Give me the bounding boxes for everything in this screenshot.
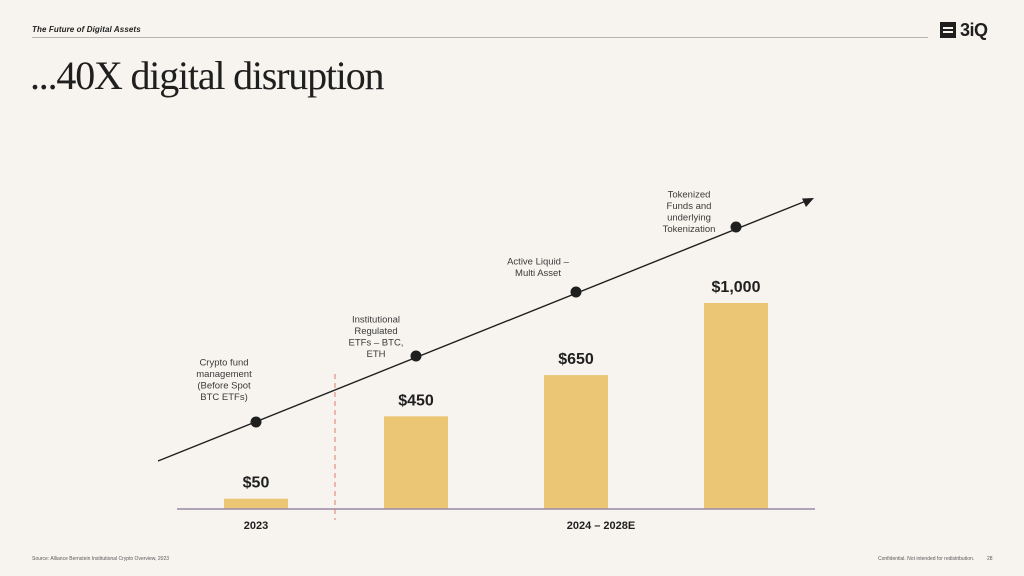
bar-3 — [544, 375, 608, 509]
bar-value-label-1: $50 — [243, 475, 270, 492]
milestone-label-4-line-1: Tokenized — [668, 190, 711, 201]
x-axis-label-2: 2024 – 2028E — [567, 520, 636, 532]
milestone-label-2-line-1: Institutional — [352, 315, 400, 326]
brand-logo: 3iQ — [940, 20, 988, 40]
page-title: ...40X digital disruption — [30, 53, 385, 98]
milestone-label-2-line-4: ETH — [367, 349, 386, 360]
milestone-dot-3 — [570, 286, 582, 298]
bar-2 — [384, 416, 448, 509]
trend-arrow-head — [802, 198, 814, 207]
header-divider — [32, 37, 928, 38]
milestone-dot-2 — [410, 350, 422, 362]
milestone-label-3-line-1: Active Liquid – — [507, 257, 570, 268]
logo-text: 3iQ — [960, 19, 988, 40]
milestone-label-4-line-4: Tokenization — [663, 224, 716, 235]
growth-trend-line — [157, 200, 807, 462]
milestone-label-4-line-3: underlying — [667, 213, 711, 224]
bar-value-label-2: $450 — [398, 392, 434, 409]
milestone-label-1-line-1: Crypto fund — [199, 358, 248, 369]
milestone-label-2-line-3: ETFs – BTC, — [349, 338, 404, 349]
bar-4 — [704, 303, 768, 509]
bar-value-label-4: $1,000 — [712, 279, 761, 296]
milestone-label-1-line-3: (Before Spot — [197, 381, 251, 392]
x-axis-label-1: 2023 — [244, 520, 268, 532]
section-label: The Future of Digital Assets — [32, 25, 141, 34]
bar-1 — [224, 498, 288, 509]
milestone-label-1-line-2: management — [196, 369, 252, 380]
milestone-label-1-line-4: BTC ETFs) — [200, 392, 248, 403]
milestone-dot-1 — [250, 416, 262, 428]
milestone-dot-4 — [730, 221, 742, 233]
milestone-label-4-line-2: Funds and — [667, 201, 712, 212]
milestone-label-2-line-2: Regulated — [354, 326, 397, 337]
page-number: 28 — [987, 556, 993, 562]
footer-source: Source: Alliance Bernstein Institutional… — [32, 556, 170, 562]
footer-confidential: Confidential. Not intended for redistrib… — [878, 556, 975, 562]
milestone-label-3-line-2: Multi Asset — [515, 268, 561, 279]
3iq-logo-icon — [940, 22, 956, 38]
bar-value-label-3: $650 — [558, 351, 594, 368]
